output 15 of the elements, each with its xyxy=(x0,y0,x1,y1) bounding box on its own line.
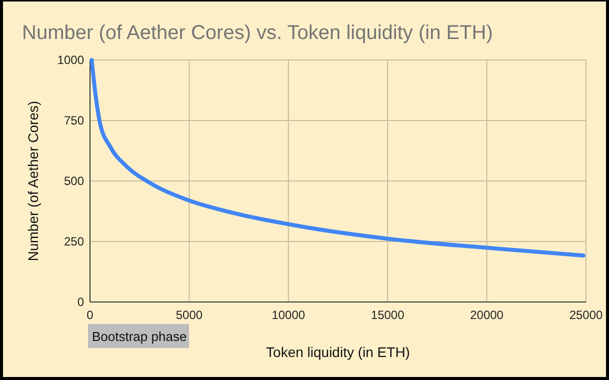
x-tick-label: 0 xyxy=(86,308,94,322)
y-tick-label: 250 xyxy=(64,234,84,249)
x-tick-label: 15000 xyxy=(370,308,405,322)
x-tick-label: 10000 xyxy=(272,308,306,322)
y-tick-label: 750 xyxy=(64,114,84,128)
y-tick-label: 1000 xyxy=(57,53,84,68)
x-tick-label: 20000 xyxy=(470,308,504,322)
x-axis-title: Token liquidity (in ETH) xyxy=(266,344,410,360)
y-tick-label: 500 xyxy=(64,174,84,188)
x-tick-label: 5000 xyxy=(176,308,203,322)
y-tick-label: 0 xyxy=(77,295,84,310)
y-axis-title: Number (of Aether Cores) xyxy=(25,100,41,262)
text: Bootstrap phase xyxy=(92,329,187,344)
chart-title: Number (of Aether Cores) vs. Token liquidity (in ETH) xyxy=(22,22,493,44)
x-tick-label: 25000 xyxy=(569,308,604,322)
